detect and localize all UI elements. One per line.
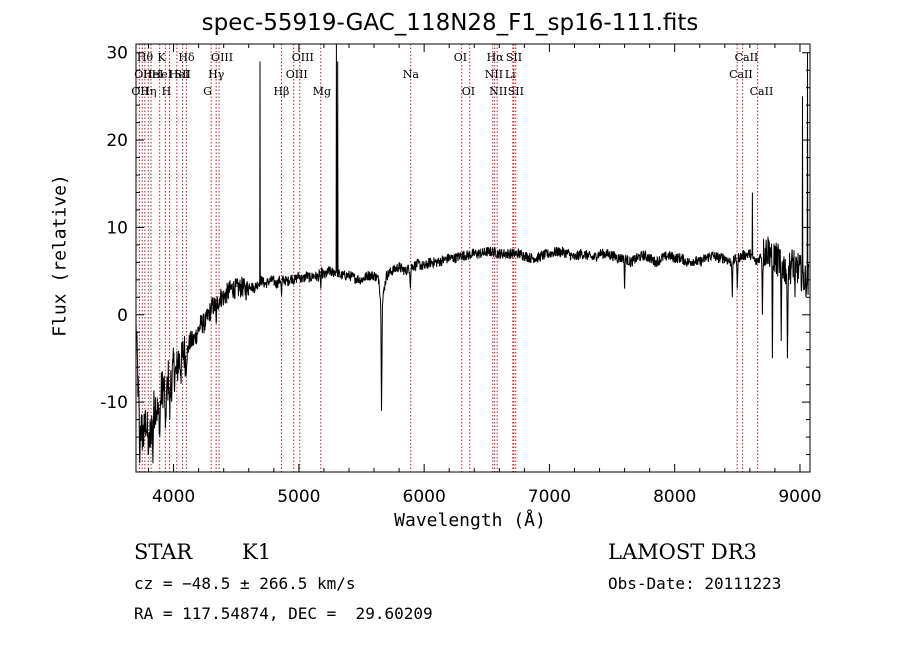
coordinates: RA = 117.54874, DEC = 29.60209 — [134, 604, 433, 623]
line-marker-label-11: G — [203, 85, 212, 98]
line-marker-label-18: Na — [403, 68, 420, 81]
line-marker-label-26: SII — [508, 85, 524, 98]
line-marker-label-6: K — [157, 51, 166, 64]
line-marker-label-5: HeI — [152, 68, 172, 81]
x-axis: 4000 5000 6000 7000 8000 9000 — [148, 44, 822, 507]
y-tick-label-2: 10 — [106, 218, 128, 238]
line-marker-label-4: HeI — [143, 68, 163, 81]
line-marker-label-1: OII — [134, 68, 152, 81]
line-marker-label-21: NII — [485, 68, 503, 81]
line-marker-label-8: HeI — [169, 68, 189, 81]
line-marker-label-0: OII — [131, 85, 149, 98]
y-tick-label-1: 0 — [117, 306, 128, 326]
object-class: STAR — [134, 540, 193, 564]
line-marker-label-15: OIII — [286, 68, 308, 81]
object-subclass: K1 — [242, 540, 272, 564]
x-tick-label-1: 5000 — [277, 487, 320, 507]
line-marker-label-16: OIII — [292, 51, 314, 64]
line-marker-label-10: Hδ — [178, 51, 195, 64]
line-marker-label-28: CaII — [735, 51, 759, 64]
x-tick-label-0: 4000 — [152, 487, 195, 507]
line-marker-label-3: Hη — [140, 85, 156, 98]
line-marker-label-17: Mg — [313, 85, 331, 98]
y-tick-label-0: -10 — [100, 393, 128, 413]
line-marker-label-13: OIII — [211, 51, 233, 64]
line-marker-label-19: OI — [454, 51, 467, 64]
x-tick-label-2: 6000 — [403, 487, 446, 507]
y-axis-label: Flux (relative) — [49, 174, 71, 337]
y-tick-label-4: 30 — [106, 44, 128, 64]
x-axis-label: Wavelength (Å) — [394, 510, 546, 531]
y-axis: -10 0 10 20 30 — [100, 44, 810, 456]
line-marker-label-14: Hβ — [273, 85, 289, 98]
line-marker-label-2: Hθ — [137, 51, 154, 64]
redshift-cz: cz = −48.5 ± 266.5 km/s — [134, 574, 356, 593]
line-marker-label-12: Hγ — [208, 68, 225, 81]
plot-frame — [135, 43, 811, 473]
marker-labels: OIIOIIHθHηHeIHeIKHHeISIIHδGHγOIIIHβOIIIO… — [131, 51, 773, 98]
survey-name: LAMOST DR3 — [608, 540, 757, 564]
x-tick-label-4: 8000 — [653, 487, 696, 507]
spectrum-series — [135, 43, 810, 464]
y-tick-label-3: 20 — [106, 131, 128, 151]
line-marker-label-29: CaII — [750, 85, 774, 98]
line-marker-label-22: Hα — [487, 51, 505, 64]
spectrum-line — [135, 43, 810, 464]
line-marker-label-27: CaII — [729, 68, 753, 81]
x-tick-label-5: 9000 — [778, 487, 821, 507]
line-marker-label-24: Li — [505, 68, 516, 81]
line-marker-label-9: SII — [175, 68, 191, 81]
obs-date: Obs-Date: 20111223 — [608, 574, 782, 593]
line-marker-label-7: H — [162, 85, 172, 98]
chart-title: spec-55919-GAC_118N28_F1_sp16-111.fits — [201, 10, 699, 36]
x-tick-label-3: 7000 — [528, 487, 571, 507]
line-marker-label-23: NII — [489, 85, 507, 98]
line-marker-label-20: OI — [462, 85, 475, 98]
line-marker-label-25: SII — [506, 51, 522, 64]
